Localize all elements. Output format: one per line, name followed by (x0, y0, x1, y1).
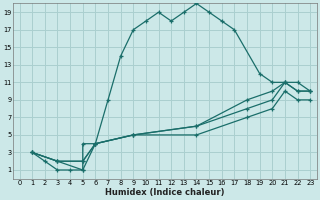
X-axis label: Humidex (Indice chaleur): Humidex (Indice chaleur) (105, 188, 225, 197)
